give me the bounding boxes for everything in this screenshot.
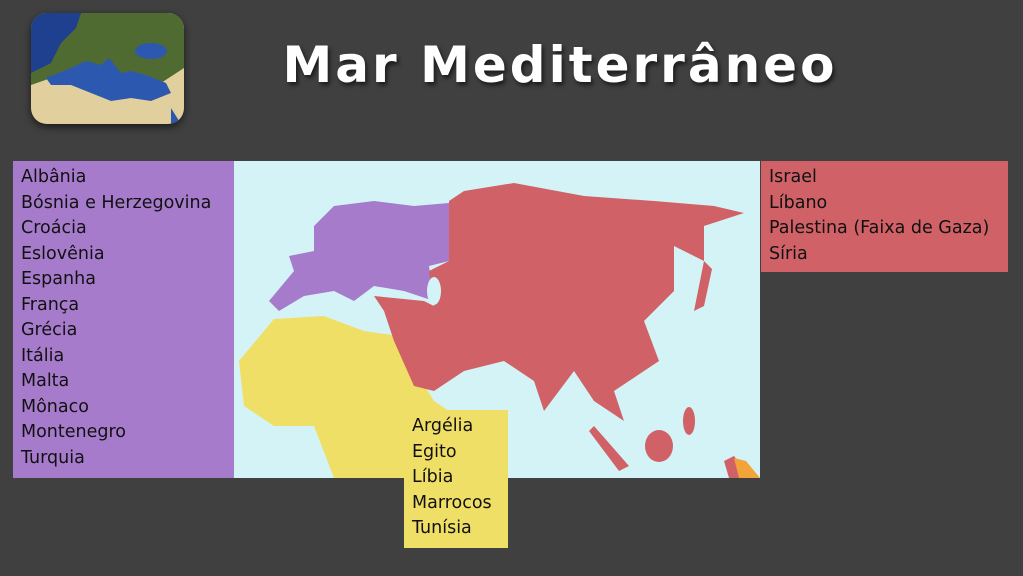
list-item: França bbox=[21, 294, 80, 315]
list-item: Espanha bbox=[21, 269, 96, 289]
list-item: Turquia bbox=[21, 447, 85, 468]
list-item: Albânia bbox=[21, 167, 87, 187]
world-map bbox=[234, 161, 760, 478]
list-item: Bósnia e Herzegovina bbox=[21, 192, 212, 213]
list-item: Síria bbox=[769, 243, 808, 264]
slide-title: Mar Mediterrâneo bbox=[282, 36, 838, 94]
list-item: Itália bbox=[21, 345, 65, 366]
africa-region bbox=[239, 316, 449, 478]
list-item: Montenegro bbox=[21, 422, 127, 442]
europe-countries-list: Albânia Bósnia e Herzegovina Croácia Esl… bbox=[13, 161, 234, 478]
list-item: Malta bbox=[21, 371, 70, 391]
africa-countries-list: Argélia Egito Líbia Marrocos Tunísia bbox=[404, 410, 508, 548]
list-item: Egito bbox=[412, 441, 457, 462]
list-item: Líbano bbox=[769, 192, 828, 213]
list-item: Líbia bbox=[412, 467, 454, 487]
list-item: Grécia bbox=[21, 320, 78, 340]
mediterranean-satellite-image bbox=[31, 13, 184, 124]
list-item: Tunísia bbox=[412, 518, 472, 538]
list-item: Croácia bbox=[21, 218, 87, 238]
list-item: Mônaco bbox=[21, 396, 89, 417]
asia-countries-list: Israel Líbano Palestina (Faixa de Gaza) … bbox=[761, 161, 1008, 272]
asia-region bbox=[374, 183, 744, 421]
europe-region bbox=[269, 201, 449, 311]
list-item: Argélia bbox=[412, 416, 474, 436]
list-item: Eslovênia bbox=[21, 243, 105, 264]
list-item: Palestina (Faixa de Gaza) bbox=[769, 218, 990, 238]
list-item: Israel bbox=[769, 167, 817, 187]
list-item: Marrocos bbox=[412, 492, 492, 513]
